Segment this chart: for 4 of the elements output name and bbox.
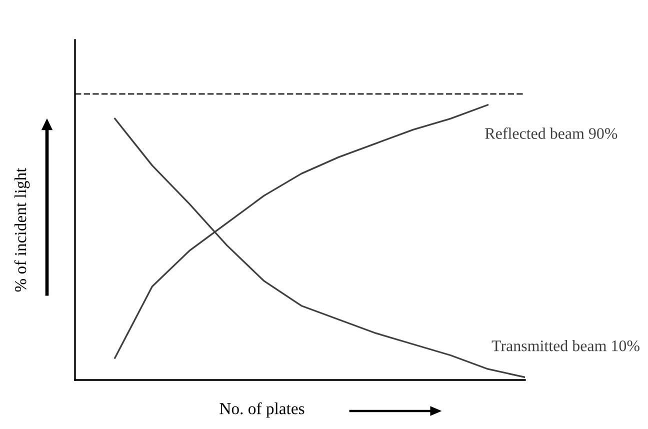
x-axis-title: No. of plates — [220, 402, 304, 418]
series-label: Transmitted beam 10% — [492, 340, 640, 352]
y-axis-title: % of incident light — [14, 168, 30, 292]
series-label: Reflected beam 90% — [485, 128, 618, 139]
